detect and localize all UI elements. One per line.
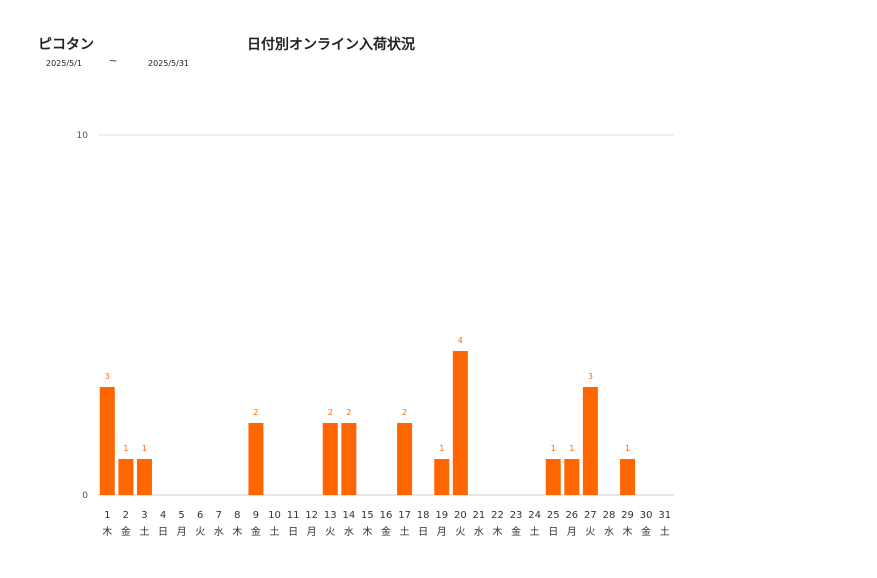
x-tick-weekday: 木 xyxy=(623,526,633,538)
x-tick-day: 23 xyxy=(510,510,523,521)
bar xyxy=(434,459,450,495)
x-tick-weekday: 木 xyxy=(492,526,502,538)
date-from: 2025/5/1 xyxy=(46,59,82,68)
x-tick-day: 22 xyxy=(491,510,504,521)
x-tick-weekday: 火 xyxy=(585,526,595,538)
x-tick-day: 4 xyxy=(160,510,166,521)
x-tick-day: 17 xyxy=(398,510,411,521)
bar xyxy=(545,459,561,495)
x-tick-day: 30 xyxy=(640,510,653,521)
x-tick-weekday: 火 xyxy=(325,526,335,538)
page-title: 日付別オンライン入荷状況 xyxy=(247,37,415,53)
x-tick-day: 25 xyxy=(547,510,560,521)
x-tick-weekday: 土 xyxy=(270,525,280,538)
bar xyxy=(99,387,115,495)
x-tick-day: 9 xyxy=(253,510,259,521)
x-tick-weekday: 金 xyxy=(251,525,261,538)
x-tick-weekday: 水 xyxy=(344,526,354,538)
x-tick-weekday: 月 xyxy=(177,526,187,538)
x-tick-weekday: 金 xyxy=(511,525,521,538)
x-tick-day: 31 xyxy=(658,510,671,521)
x-tick-weekday: 木 xyxy=(362,526,372,538)
x-tick-day: 11 xyxy=(287,510,300,521)
data-label: 2 xyxy=(346,408,351,417)
data-label: 1 xyxy=(625,444,630,453)
x-tick-day: 6 xyxy=(197,510,203,521)
bar xyxy=(564,459,580,495)
bar xyxy=(322,423,338,495)
x-tick-weekday: 月 xyxy=(567,526,577,538)
bar xyxy=(582,387,598,495)
x-tick-weekday: 金 xyxy=(121,525,131,538)
data-label: 1 xyxy=(123,444,128,453)
x-tick-day: 3 xyxy=(141,510,147,521)
x-tick-day: 5 xyxy=(178,510,184,521)
x-tick-weekday: 水 xyxy=(214,526,224,538)
x-tick-day: 10 xyxy=(268,510,281,521)
x-tick-day: 28 xyxy=(603,510,616,521)
x-tick-day: 7 xyxy=(216,510,222,521)
x-tick-weekday: 月 xyxy=(437,526,447,538)
x-tick-day: 24 xyxy=(528,510,541,521)
x-tick-weekday: 土 xyxy=(530,525,540,538)
x-tick-day: 16 xyxy=(380,510,393,521)
brand-label: ピコタン xyxy=(38,37,94,53)
x-tick-weekday: 水 xyxy=(604,526,614,538)
data-label: 4 xyxy=(458,336,463,345)
x-tick-weekday: 金 xyxy=(381,525,391,538)
bar xyxy=(136,459,152,495)
x-tick-weekday: 木 xyxy=(102,526,112,538)
data-label: 1 xyxy=(142,444,147,453)
x-tick-weekday: 日 xyxy=(548,527,558,538)
x-tick-weekday: 土 xyxy=(400,525,410,538)
x-tick-day: 26 xyxy=(565,510,578,521)
x-tick-weekday: 日 xyxy=(288,527,298,538)
x-tick-weekday: 木 xyxy=(232,526,242,538)
bar xyxy=(118,459,134,495)
x-tick-weekday: 火 xyxy=(195,526,205,538)
x-tick-weekday: 日 xyxy=(158,527,168,538)
bar xyxy=(248,423,264,495)
x-tick-day: 13 xyxy=(324,510,337,521)
x-tick-day: 18 xyxy=(417,510,430,521)
x-tick-weekday: 水 xyxy=(474,526,484,538)
x-tick-day: 15 xyxy=(361,510,374,521)
x-tick-weekday: 土 xyxy=(660,525,670,538)
x-tick-day: 27 xyxy=(584,510,597,521)
data-label: 2 xyxy=(328,408,333,417)
x-tick-day: 21 xyxy=(473,510,486,521)
x-tick-day: 12 xyxy=(305,510,318,521)
data-label: 1 xyxy=(569,444,574,453)
x-tick-weekday: 金 xyxy=(641,525,651,538)
data-label: 1 xyxy=(551,444,556,453)
date-separator: ~ xyxy=(109,56,118,67)
x-tick-day: 2 xyxy=(123,510,129,521)
y-tick-label: 10 xyxy=(77,131,89,141)
bar xyxy=(452,351,468,495)
x-tick-weekday: 土 xyxy=(139,525,149,538)
x-tick-day: 19 xyxy=(435,510,448,521)
x-tick-day: 20 xyxy=(454,510,467,521)
y-tick-label: 0 xyxy=(82,491,88,501)
x-tick-weekday: 火 xyxy=(455,526,465,538)
x-tick-weekday: 月 xyxy=(307,526,317,538)
data-label: 3 xyxy=(588,372,593,381)
date-to: 2025/5/31 xyxy=(148,59,190,68)
bar xyxy=(341,423,357,495)
data-label: 1 xyxy=(439,444,444,453)
x-tick-weekday: 日 xyxy=(418,527,428,538)
bar xyxy=(397,423,413,495)
bar xyxy=(620,459,636,495)
data-label: 2 xyxy=(253,408,258,417)
x-tick-day: 29 xyxy=(621,510,634,521)
x-tick-day: 1 xyxy=(104,510,110,521)
x-tick-day: 8 xyxy=(234,510,240,521)
data-label: 3 xyxy=(105,372,110,381)
x-tick-day: 14 xyxy=(342,510,355,521)
data-label: 2 xyxy=(402,408,407,417)
